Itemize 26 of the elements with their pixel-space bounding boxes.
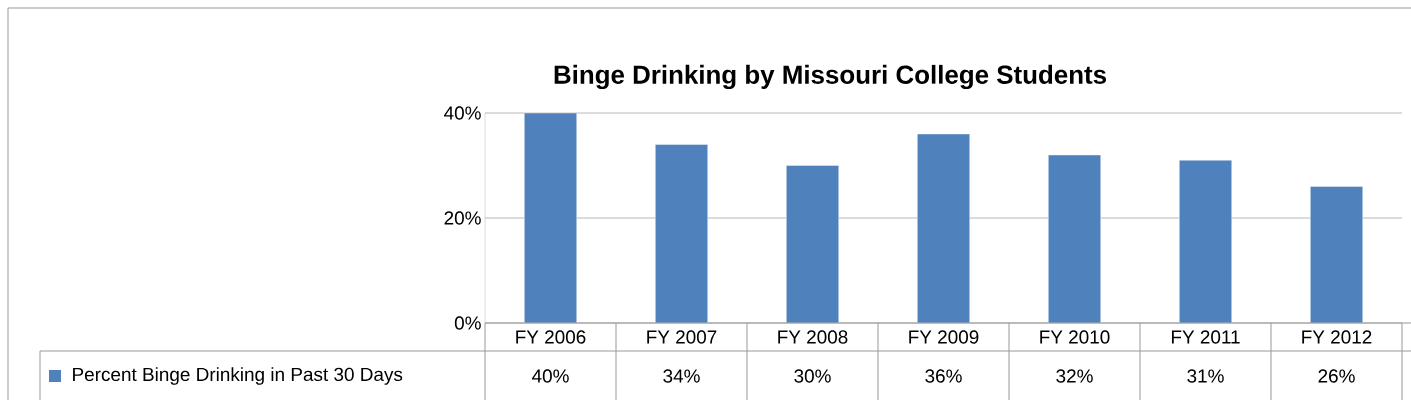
chart-title: Binge Drinking by Missouri College Students <box>554 64 1107 90</box>
y-tick-label: 20% <box>444 211 481 225</box>
x-tick-label: FY 2006 <box>516 330 586 344</box>
data-label: 36% <box>925 369 962 383</box>
legend-label: Percent Binge Drinking in Past 30 Days <box>73 367 403 385</box>
bar <box>1310 186 1363 324</box>
data-label: 40% <box>532 369 569 383</box>
x-tick-label: FY 2011 <box>1171 330 1240 344</box>
y-tick-label: 40% <box>444 106 481 120</box>
x-tick-label: FY 2008 <box>778 330 848 344</box>
y-tick-label: 0% <box>454 316 481 330</box>
bar <box>786 165 839 324</box>
bar <box>917 133 970 324</box>
x-tick-label: FY 2010 <box>1040 330 1110 344</box>
x-tick-label: FY 2012 <box>1302 330 1372 344</box>
data-label: 32% <box>1056 369 1093 383</box>
x-tick-label: FY 2009 <box>909 330 979 344</box>
data-label: 30% <box>794 369 831 383</box>
data-label: 34% <box>663 369 700 383</box>
bar <box>1179 160 1232 324</box>
x-tick-label: FY 2007 <box>647 330 717 344</box>
data-label: 31% <box>1187 369 1224 383</box>
data-label: 26% <box>1318 369 1355 383</box>
bar <box>655 144 708 324</box>
bar <box>1048 154 1101 324</box>
bar <box>524 112 577 324</box>
